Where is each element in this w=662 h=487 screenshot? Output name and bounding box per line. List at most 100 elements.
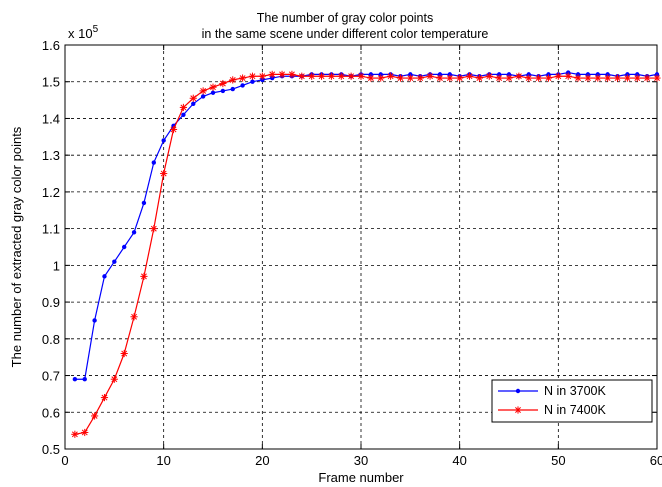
data-point xyxy=(416,74,424,82)
y-tick-label: 0.7 xyxy=(42,369,60,384)
data-point xyxy=(337,72,345,80)
data-point xyxy=(81,428,89,437)
data-point xyxy=(635,72,640,77)
data-point xyxy=(150,225,158,233)
data-point xyxy=(378,72,383,77)
data-point xyxy=(160,169,168,178)
data-point xyxy=(594,74,602,82)
data-point xyxy=(585,72,591,77)
data-point xyxy=(406,74,414,82)
data-point xyxy=(169,125,178,134)
data-point xyxy=(288,70,296,78)
data-point xyxy=(456,74,464,82)
x-tick-label: 0 xyxy=(61,453,68,468)
data-point xyxy=(377,74,385,82)
data-point xyxy=(515,72,523,80)
legend-marker-7400k xyxy=(514,406,522,414)
data-point xyxy=(209,83,217,91)
data-point xyxy=(544,74,553,82)
data-point xyxy=(100,393,109,402)
data-point xyxy=(654,72,660,77)
data-point xyxy=(278,70,286,78)
data-point xyxy=(82,377,87,382)
data-point xyxy=(298,72,306,80)
data-point xyxy=(446,74,454,82)
data-point xyxy=(447,72,452,77)
data-point xyxy=(317,72,326,80)
data-point xyxy=(131,230,137,235)
data-point xyxy=(625,72,630,77)
data-point xyxy=(112,259,117,264)
legend-label-3700k: N in 3700K xyxy=(544,384,607,398)
data-point xyxy=(151,160,156,165)
data-point xyxy=(465,72,474,80)
legend: N in 3700K N in 7400K xyxy=(491,379,653,423)
data-point xyxy=(623,74,631,82)
data-point xyxy=(566,70,571,75)
y-exponent-label: x 105 xyxy=(68,24,99,41)
legend-box xyxy=(491,379,653,423)
data-point xyxy=(496,72,502,77)
data-point xyxy=(526,72,531,77)
data-point xyxy=(595,72,600,77)
series-1 xyxy=(71,70,661,438)
data-point xyxy=(396,74,405,82)
data-point xyxy=(200,94,206,99)
data-point xyxy=(191,101,196,106)
x-tick-label: 40 xyxy=(452,453,466,468)
data-point xyxy=(130,313,138,321)
data-point xyxy=(327,72,335,80)
data-point xyxy=(368,72,374,77)
y-exponent-base: x 10 xyxy=(68,26,93,41)
data-point xyxy=(546,72,551,77)
data-point xyxy=(110,375,118,383)
y-tick-label: 1.1 xyxy=(42,222,60,237)
data-point xyxy=(92,318,97,323)
chart-title-line-1: The number of gray color points xyxy=(257,11,433,25)
data-point xyxy=(525,74,533,82)
data-point xyxy=(426,72,434,80)
series-layer xyxy=(71,70,661,438)
data-point xyxy=(91,412,99,420)
data-point xyxy=(72,377,78,382)
y-tick-label: 1 xyxy=(53,258,60,273)
data-point xyxy=(643,74,651,82)
grid xyxy=(65,45,657,449)
y-exponent-power: 5 xyxy=(93,24,99,35)
legend-label-7400k: N in 7400K xyxy=(544,403,607,417)
data-point xyxy=(260,77,265,83)
data-point xyxy=(506,72,512,77)
data-point xyxy=(554,72,562,80)
y-tick-label: 1.4 xyxy=(42,111,60,126)
series-0 xyxy=(72,70,660,382)
data-point xyxy=(219,79,227,88)
data-point xyxy=(308,72,316,80)
data-point xyxy=(120,349,128,358)
data-point xyxy=(367,74,375,82)
data-point xyxy=(653,74,661,82)
data-point xyxy=(574,74,582,82)
data-point xyxy=(584,74,592,82)
data-point xyxy=(122,244,127,250)
y-tick-label: 0.9 xyxy=(42,295,60,310)
data-point xyxy=(436,74,444,82)
data-point xyxy=(189,94,197,102)
x-axis-label: Frame number xyxy=(318,470,404,485)
data-point xyxy=(475,74,483,82)
data-point xyxy=(220,88,226,94)
data-point xyxy=(181,112,186,117)
data-point xyxy=(239,74,247,82)
y-tick-label: 1.2 xyxy=(42,185,60,200)
legend-marker-3700k xyxy=(515,388,521,394)
data-point xyxy=(240,83,245,88)
x-tick-label: 30 xyxy=(354,453,368,468)
y-tick-label: 0.6 xyxy=(42,405,60,420)
data-point xyxy=(357,72,365,80)
data-point xyxy=(495,74,503,82)
data-point xyxy=(535,74,543,82)
data-point xyxy=(71,430,79,438)
data-point xyxy=(230,86,235,92)
data-point xyxy=(268,70,276,78)
axis-ticks: 0 10 20 30 40 50 60 0.5 0.6 0.7 0.8 0.9 1 1.1 1.2 1.3 1.… xyxy=(42,38,662,468)
